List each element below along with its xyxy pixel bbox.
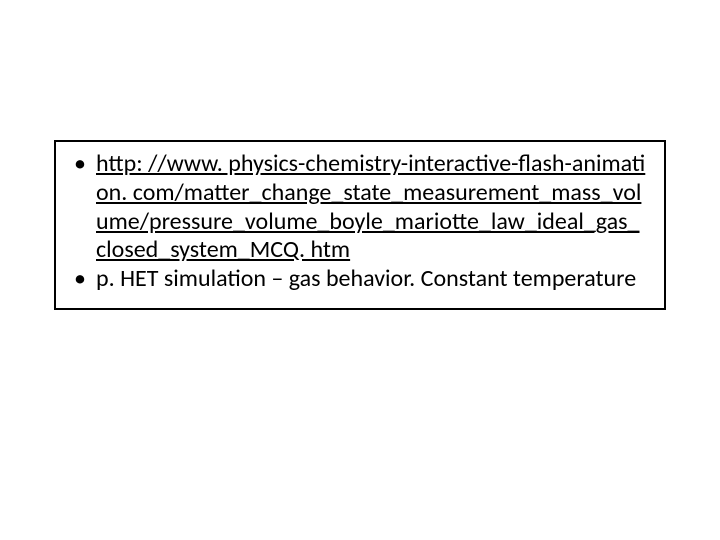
hyperlink[interactable]: http: //www. physics-chemistry-interacti…: [96, 149, 645, 264]
list-item: http: //www. physics-chemistry-interacti…: [72, 150, 648, 265]
bullet-text: p. HET simulation – gas behavior. Consta…: [96, 264, 636, 293]
content-box: http: //www. physics-chemistry-interacti…: [54, 140, 666, 310]
list-item: p. HET simulation – gas behavior. Consta…: [72, 265, 648, 294]
slide: http: //www. physics-chemistry-interacti…: [0, 0, 720, 540]
bullet-list: http: //www. physics-chemistry-interacti…: [72, 150, 648, 294]
